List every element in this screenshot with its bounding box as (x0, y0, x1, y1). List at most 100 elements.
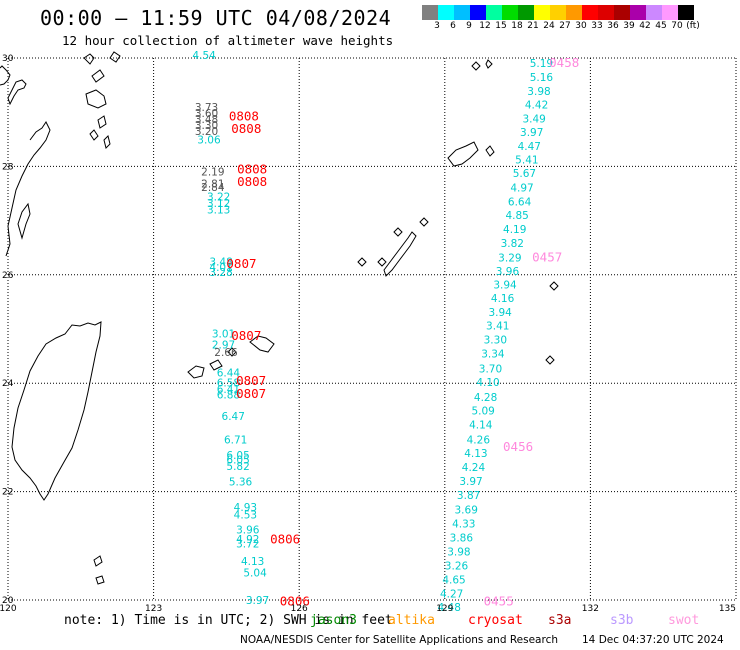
wave-height-value: 3.49 (522, 113, 545, 125)
colorbar-label: 42 (639, 21, 651, 31)
axis-labels: 120 123 126 129 132 135 30 28 26 24 22 20 (0, 54, 736, 614)
colorbar-swatch (646, 5, 662, 20)
lat-tick-label: 22 (2, 488, 13, 498)
wave-height-value: 6.05 (226, 454, 249, 466)
okinawa-island (357, 217, 429, 277)
pass-time-label: 0806 (280, 593, 310, 608)
wave-height-value: 4.54 (192, 50, 216, 62)
wave-height-value: 3.30 (484, 335, 507, 347)
wave-height-value: 4.93 (234, 502, 257, 514)
wave-height-value: 3.29 (498, 252, 521, 264)
colorbar-swatch (454, 5, 470, 20)
map-title: 00:00 — 11:59 UTC 04/08/2024 (40, 6, 392, 30)
wave-height-value: 3.94 (488, 307, 512, 319)
wave-height-value: 3.28 (209, 267, 232, 279)
credit-line: NOAA/NESDIS Center for Satellite Applica… (240, 634, 558, 646)
wave-height-value: 4.13 (241, 556, 264, 568)
colorbar-label: 33 (591, 21, 603, 31)
pass-time-label: 0807 (231, 328, 261, 343)
lat-lon-grid (7, 57, 737, 601)
colorbar-swatch (678, 5, 694, 20)
colorbar-label: 27 (559, 21, 571, 31)
wave-height-value: 6.88 (217, 389, 240, 401)
wave-height-value: 3.97 (459, 476, 482, 488)
wave-height-value: 3.01 (212, 329, 235, 341)
footer-note: note: 1) Time is in UTC; 2) SWH is in fe… (64, 613, 393, 628)
wave-height-value: 3.13 (207, 205, 230, 217)
colorbar-label: 45 (655, 21, 667, 31)
wave-height-value: 4.26 (467, 434, 491, 446)
wave-height-value: 6.47 (222, 411, 245, 423)
wave-height-value: 4.53 (234, 510, 257, 522)
legend-entry-jason3: jason3 (310, 613, 357, 628)
wave-height-value: 6.44 (217, 368, 241, 380)
wave-height-value: 3.96 (496, 266, 520, 278)
colorbar-label: 39 (623, 21, 635, 31)
pass-time-label: 0807 (236, 386, 266, 401)
colorbar-label: 12 (479, 21, 491, 31)
wave-height-value: 6.41 (217, 384, 240, 396)
wave-height-value: 4.19 (503, 224, 526, 236)
colorbar-swatch (582, 5, 598, 20)
wave-height-value: 3.70 (479, 363, 502, 375)
colorbar-label: (ft) (686, 21, 700, 31)
pass-time-label: 0806 (270, 532, 300, 547)
colorbar-swatch (630, 5, 646, 20)
colorbar-label: 18 (511, 21, 523, 31)
wave-height-value: 4.47 (518, 141, 541, 153)
colorbar-label: 3 (434, 21, 440, 31)
wave-height-value: 6.64 (508, 196, 532, 208)
colorbar-label: 9 (466, 21, 472, 31)
colorbar-swatch (438, 5, 454, 20)
colorbar-label: 24 (543, 21, 555, 31)
batanes-islands (93, 555, 105, 585)
legend-entry-s3a: s3a (548, 613, 572, 628)
pass-time-label: 0455 (484, 593, 514, 608)
lat-tick-label: 28 (2, 162, 14, 172)
taiwan-coastline (11, 321, 102, 501)
lat-tick-label: 30 (2, 54, 14, 64)
lon-tick-label: 129 (436, 604, 453, 614)
colorbar-labels: 3 6 9 12 15 18 21 24 27 30 33 36 39 42 45 70 (ft) (422, 21, 740, 35)
wave-height-value: 4.28 (474, 392, 497, 404)
lon-tick-label: 126 (291, 604, 308, 614)
wave-height-value: 2.66 (214, 347, 238, 359)
wave-height-value: 2.81 (201, 179, 224, 191)
wave-height-value: 4.27 (440, 588, 463, 600)
lon-tick-label: 135 (719, 604, 736, 614)
colorbar-label: 36 (607, 21, 619, 31)
wave-height-value: 4.24 (462, 462, 486, 474)
wave-height-value: 3.60 (195, 108, 218, 120)
coastlines (0, 51, 559, 585)
legend-entry-altika: altika (388, 613, 435, 628)
legend-entry-swot: swot (668, 613, 700, 628)
colorbar-swatch (614, 5, 630, 20)
wave-height-value: 3.72 (236, 538, 259, 550)
wave-height-value: 3.12 (207, 198, 230, 210)
wave-height-value: 3.48 (209, 257, 232, 269)
wave-height-value: 3.34 (481, 349, 505, 361)
lat-tick-label: 26 (2, 271, 14, 281)
osumi-islands (83, 51, 121, 149)
wave-height-value: 5.16 (530, 72, 554, 84)
wave-height-value: 4.85 (505, 210, 528, 222)
wave-height-value: 5.19 (530, 58, 553, 70)
wave-height-value: 5.09 (471, 406, 494, 418)
map-subtitle: 12 hour collection of altimeter wave hei… (62, 33, 394, 48)
colorbar-swatch (518, 5, 534, 20)
wave-height-value: 2.97 (212, 340, 235, 352)
wave-height-value: 3.96 (236, 524, 260, 536)
colorbar-swatch (550, 5, 566, 20)
daito-islands (545, 281, 559, 365)
colorbar-label: 6 (450, 21, 456, 31)
wave-height-value: 4.01 (209, 262, 232, 274)
wave-height-value: 5.67 (513, 168, 536, 180)
wave-height-value: 3.26 (445, 561, 469, 573)
colorbar-label: 70 (671, 21, 683, 31)
colorbar-swatch (598, 5, 614, 20)
colorbar-label: 30 (575, 21, 587, 31)
wave-height-value: 4.16 (491, 293, 515, 305)
honshu-kyushu-coastline (0, 65, 51, 257)
wave-height-value: 6.71 (224, 434, 247, 446)
